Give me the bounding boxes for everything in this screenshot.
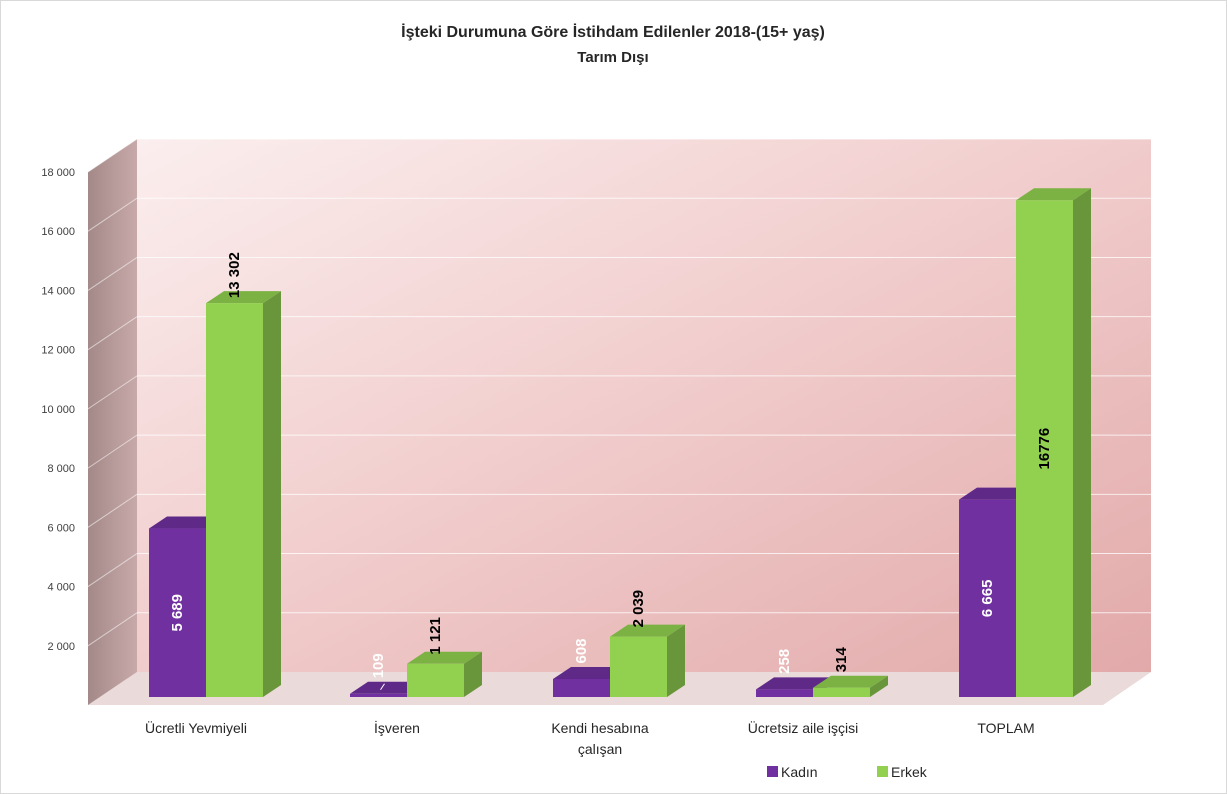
bar-top <box>813 675 888 688</box>
gridline-side <box>87 257 138 291</box>
bar-front <box>149 528 206 697</box>
gridline-side <box>87 493 138 528</box>
bar <box>610 624 685 697</box>
bar-top <box>756 677 831 690</box>
bar-side <box>1073 188 1091 697</box>
legend-label-kadin: Kadın <box>781 764 818 780</box>
data-label: 6 665 <box>979 580 996 618</box>
y-tick-label: 14 000 <box>41 285 75 297</box>
y-tick-label: 10 000 <box>41 404 75 416</box>
data-label: 5 689 <box>169 594 186 632</box>
bar <box>407 651 482 697</box>
legend: Kadın Erkek <box>767 764 928 780</box>
bar <box>813 675 888 697</box>
data-label: 2 039 <box>630 590 647 628</box>
bar-side <box>464 651 482 697</box>
data-label: 314 <box>833 647 850 673</box>
bar-top <box>610 624 685 637</box>
category-label: Ücretsiz aile işçisi <box>748 719 858 736</box>
y-tick-label: 6 000 <box>47 522 75 534</box>
gridline-side <box>87 138 138 173</box>
y-tick-label: 4 000 <box>47 582 75 594</box>
chart-subtitle: Tarım Dışı <box>577 49 648 66</box>
data-label: 16776 <box>1036 428 1053 470</box>
legend-label-erkek: Erkek <box>891 764 928 780</box>
bar-top <box>1016 188 1091 201</box>
y-tick-label: 18 000 <box>41 167 75 179</box>
bar-top <box>149 516 224 529</box>
chart-side-wall <box>88 139 137 705</box>
bar-front <box>813 687 870 697</box>
bar <box>1016 188 1091 697</box>
gridline-side <box>87 375 138 410</box>
bar <box>206 291 281 697</box>
chart-back-wall <box>137 139 1151 672</box>
bar-front <box>959 499 1016 697</box>
bar-top <box>959 487 1034 500</box>
legend-swatch-erkek <box>877 766 888 777</box>
y-tick-label: 16 000 <box>41 226 75 238</box>
category-label: çalışan <box>578 741 622 757</box>
bar-front <box>756 689 813 697</box>
category-labels: Ücretli Yevmiyeli İşveren Kendi hesabına ça… <box>145 719 1035 757</box>
category-label: İşveren <box>374 719 420 736</box>
bar-front <box>206 303 263 697</box>
gridline-side <box>87 197 138 232</box>
bar-front <box>1016 200 1073 697</box>
gridline-side <box>87 612 138 647</box>
bar-side <box>263 291 281 697</box>
bar-top <box>553 666 628 679</box>
bar-side <box>870 675 888 697</box>
data-labels: 5 689 13 302 109 1 121 608 2 039 258 314 6 665 16… <box>169 252 1053 691</box>
y-tick-label: 12 000 <box>41 345 75 357</box>
leader-line <box>380 683 385 691</box>
bar-front <box>610 636 667 697</box>
y-tick-label: 8 000 <box>47 463 75 475</box>
data-label: 109 <box>370 653 387 678</box>
bar-top <box>206 291 281 304</box>
gridline-side <box>87 434 138 469</box>
chart-title: İşteki Durumuna Göre İstihdam Edilenler … <box>401 23 825 41</box>
y-tick-label: 2 000 <box>47 641 75 653</box>
category-label: Ücretli Yevmiyeli <box>145 719 247 736</box>
data-label: 13 302 <box>226 252 243 298</box>
y-axis-ticks: 2 000 4 000 6 000 8 000 10 000 12 000 14 000 16… <box>41 167 75 653</box>
bar-top <box>407 651 482 664</box>
category-label: Kendi hesabına <box>551 720 649 736</box>
data-label: 258 <box>776 649 793 674</box>
legend-swatch-kadin <box>767 766 778 777</box>
bar-front <box>350 693 407 697</box>
bar-side <box>667 624 685 697</box>
bar-front <box>407 663 464 697</box>
gridlines <box>87 138 1151 647</box>
bars <box>149 188 1091 697</box>
bar-top <box>350 681 425 694</box>
category-label: TOPLAM <box>977 720 1034 736</box>
data-label: 608 <box>573 638 590 663</box>
bar-front <box>553 678 610 697</box>
gridline-side <box>87 316 138 351</box>
bar <box>553 666 628 697</box>
data-label: 1 121 <box>427 617 444 655</box>
gridline-side <box>87 553 138 587</box>
